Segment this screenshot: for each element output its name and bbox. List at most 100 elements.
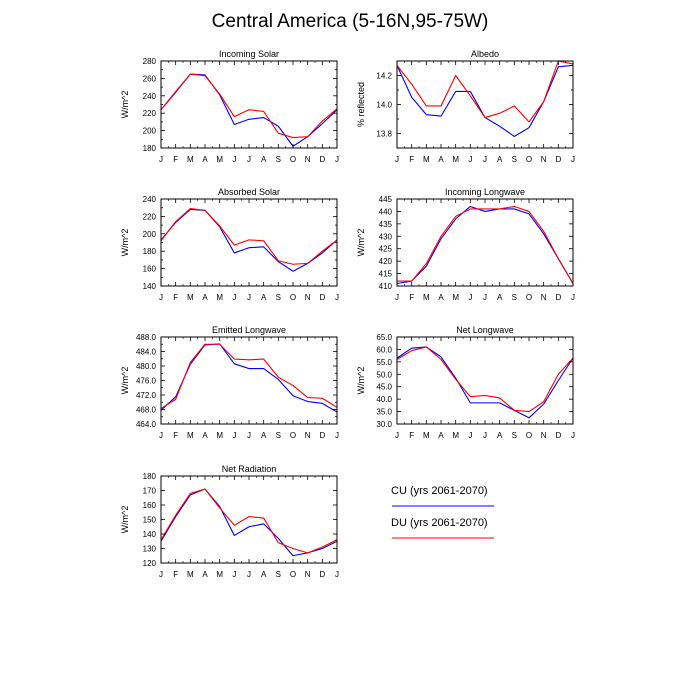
x-tick-label: J [483, 293, 487, 302]
y-tick-label: 240 [143, 92, 157, 101]
x-tick-label: J [395, 293, 399, 302]
x-tick-label: N [305, 293, 311, 302]
x-tick-label: J [159, 155, 163, 164]
x-tick-label: J [571, 293, 575, 302]
x-tick-label: J [335, 293, 339, 302]
x-tick-label: F [173, 431, 178, 440]
x-tick-label: A [438, 155, 444, 164]
panel-title: Net Radiation [222, 464, 277, 474]
x-tick-label: M [423, 155, 430, 164]
panel-title: Emitted Longwave [212, 325, 286, 335]
x-tick-label: J [468, 155, 472, 164]
x-tick-label: D [319, 570, 325, 579]
x-tick-label: F [409, 155, 414, 164]
plot-frame [160, 475, 338, 564]
x-tick-label: M [423, 293, 430, 302]
x-tick-label: D [555, 431, 561, 440]
y-axis-label: W/m^2 [120, 506, 130, 534]
x-tick-label: N [305, 431, 311, 440]
x-tick-label: D [319, 293, 325, 302]
du-series-line [160, 208, 338, 265]
panel-title: Absorbed Solar [218, 187, 280, 197]
x-tick-label: M [216, 570, 223, 579]
x-tick-label: M [216, 431, 223, 440]
y-tick-label: 180 [143, 144, 157, 153]
y-tick-label: 140 [143, 282, 157, 291]
panel-title: Net Longwave [456, 325, 514, 335]
y-axis-label: % reflected [356, 82, 366, 127]
x-tick-label: A [202, 293, 208, 302]
x-tick-label: S [512, 293, 517, 302]
legend-label: CU (yrs 2061-2070) [391, 485, 488, 497]
x-tick-label: J [232, 155, 236, 164]
x-tick-label: S [512, 155, 517, 164]
y-tick-label: 160 [143, 501, 157, 510]
y-tick-label: 60.0 [376, 345, 392, 354]
y-tick-label: 180 [143, 247, 157, 256]
y-tick-label: 472.0 [136, 391, 157, 400]
panel-title: Incoming Solar [219, 49, 279, 59]
y-tick-label: 30.0 [376, 420, 392, 429]
panel-title: Incoming Longwave [445, 187, 525, 197]
y-tick-label: 415 [379, 270, 393, 279]
x-tick-label: J [571, 155, 575, 164]
legend-label: DU (yrs 2061-2070) [391, 517, 488, 529]
y-tick-label: 65.0 [376, 333, 392, 342]
x-tick-label: M [187, 431, 194, 440]
x-tick-label: S [276, 570, 281, 579]
y-tick-label: 14.2 [376, 72, 392, 81]
x-tick-label: O [526, 431, 532, 440]
x-tick-label: J [335, 570, 339, 579]
du-series-line [396, 346, 574, 413]
y-axis-label: W/m^2 [120, 229, 130, 257]
x-tick-label: J [335, 155, 339, 164]
y-tick-label: 180 [143, 472, 157, 481]
du-series-line [160, 488, 338, 554]
x-tick-label: S [276, 431, 281, 440]
y-tick-label: 484.0 [136, 348, 157, 357]
cu-series-line [160, 488, 338, 557]
x-tick-label: J [468, 293, 472, 302]
x-tick-label: S [276, 155, 281, 164]
y-tick-label: 425 [379, 245, 393, 254]
y-tick-label: 280 [143, 57, 157, 66]
y-tick-label: 220 [143, 109, 157, 118]
x-tick-label: S [512, 431, 517, 440]
x-tick-label: J [468, 431, 472, 440]
y-tick-label: 140 [143, 530, 157, 539]
x-tick-label: O [290, 431, 296, 440]
y-tick-label: 445 [379, 195, 393, 204]
x-tick-label: A [202, 431, 208, 440]
x-tick-label: A [261, 155, 267, 164]
x-tick-label: N [305, 155, 311, 164]
x-tick-label: F [409, 431, 414, 440]
x-tick-label: F [173, 570, 178, 579]
y-axis-label: W/m^2 [356, 367, 366, 395]
x-tick-label: O [526, 293, 532, 302]
cu-series-line [396, 205, 574, 285]
cu-series-line [160, 343, 338, 413]
plot-frame [396, 60, 574, 149]
du-series-line [396, 60, 574, 123]
x-tick-label: A [202, 570, 208, 579]
x-tick-label: F [409, 293, 414, 302]
x-tick-label: A [261, 431, 267, 440]
plot-frame [396, 198, 574, 287]
du-series-line [160, 73, 338, 139]
y-tick-label: 476.0 [136, 377, 157, 386]
x-tick-label: A [202, 155, 208, 164]
y-tick-label: 420 [379, 257, 393, 266]
y-tick-label: 200 [143, 230, 157, 239]
x-tick-label: A [438, 431, 444, 440]
y-axis-label: W/m^2 [120, 91, 130, 119]
x-tick-label: A [438, 293, 444, 302]
y-tick-label: 488.0 [136, 333, 157, 342]
x-tick-label: J [395, 155, 399, 164]
x-tick-label: J [247, 155, 251, 164]
x-tick-label: O [290, 293, 296, 302]
